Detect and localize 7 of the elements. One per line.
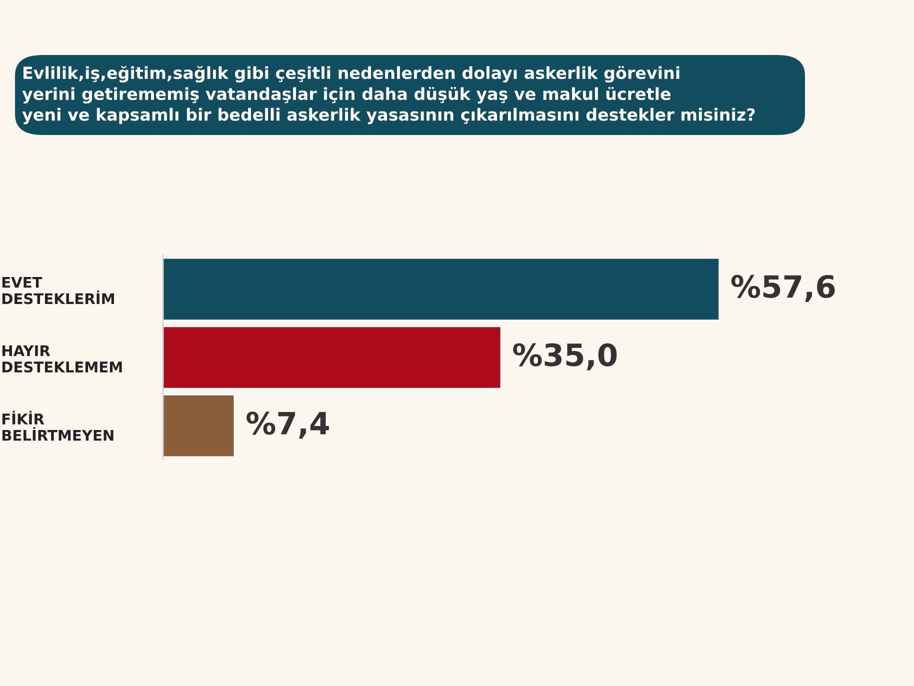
data-label: %35,0 bbox=[513, 343, 617, 370]
y-tick-label: EVET DESTEKLERİM bbox=[2, 277, 114, 304]
data-label: %7,4 bbox=[246, 412, 329, 439]
chart-title: Evlilik,iş,eğitim,sağlık gibi çeşitli nedenlerden dolayı askerlik görevini yerini getirememiş vatandaşlar için daha düşük yaş ve makul ücretle yeni ve kapsamlı bir bedelli askerlik yasasının çıkarılmasını destekler misiniz? bbox=[22, 66, 755, 124]
data-label: %57,6 bbox=[731, 274, 835, 302]
y-tick-label: FİKİR BELİRTMEYEN bbox=[2, 410, 114, 441]
y-tick-label: HAYIR DESTEKLEMEM bbox=[2, 345, 122, 373]
